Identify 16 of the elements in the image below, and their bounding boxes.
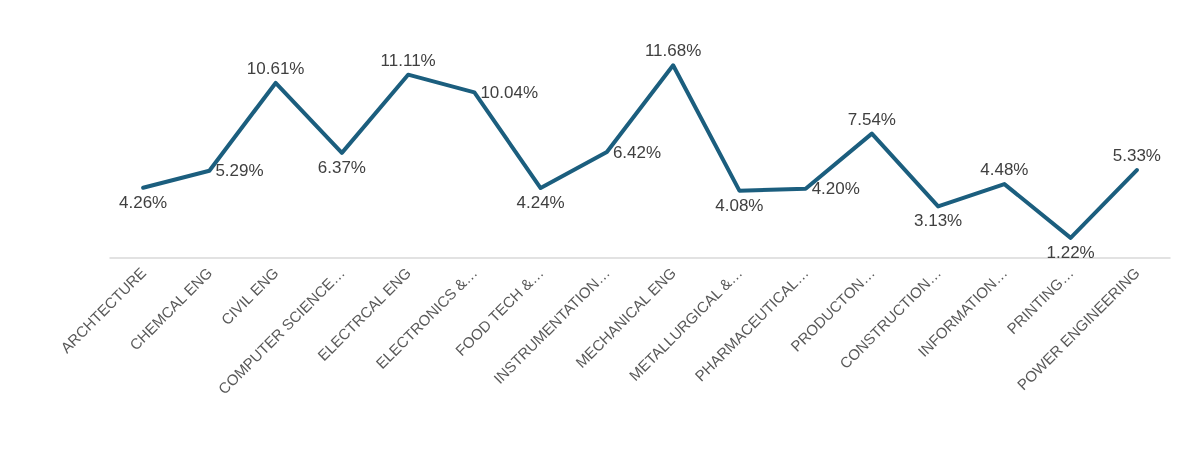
data-label: 7.54% [847, 109, 896, 129]
data-label: 6.42% [612, 142, 662, 162]
data-label: 4.24% [516, 193, 565, 213]
data-label: 4.20% [811, 179, 860, 199]
data-label: 1.22% [1046, 242, 1095, 262]
data-label: 4.08% [715, 195, 764, 215]
data-label: 6.37% [317, 157, 366, 177]
data-label: 5.33% [1112, 146, 1161, 166]
data-label: 4.48% [980, 160, 1029, 180]
data-label: 10.04% [480, 82, 539, 102]
data-label: 10.61% [246, 58, 305, 78]
data-label: 11.11% [380, 50, 436, 70]
data-label: 5.29% [215, 161, 264, 181]
data-label: 11.68% [644, 41, 702, 61]
data-label: 4.26% [119, 192, 168, 212]
data-label: 3.13% [914, 211, 963, 231]
